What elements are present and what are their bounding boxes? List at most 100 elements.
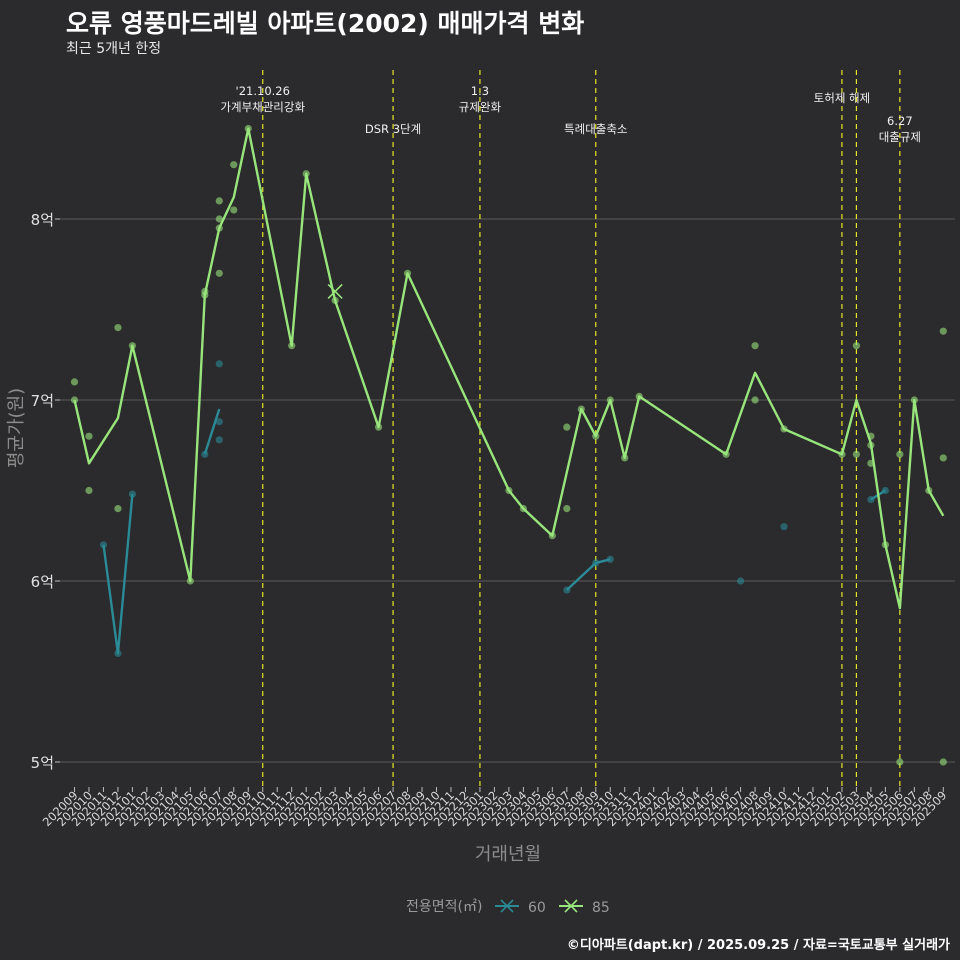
series-points <box>70 124 947 766</box>
grid-layer <box>60 218 955 763</box>
legend-x-icon <box>500 899 514 913</box>
y-tick-label: 5억 <box>31 754 54 772</box>
series-85-point <box>403 269 412 277</box>
series-60-point <box>592 559 600 567</box>
series-60-line <box>203 408 221 455</box>
series-85-line <box>73 127 945 610</box>
legend: 전용면적(㎡) 60 85 <box>406 899 610 916</box>
series-lines <box>73 127 945 655</box>
series-85-point <box>852 450 861 458</box>
series-60-point <box>99 541 108 549</box>
legend-key-85 <box>559 899 583 913</box>
series-85-point <box>519 505 527 513</box>
series-60-point <box>606 555 614 563</box>
series-85-point <box>244 124 252 133</box>
series-85-point <box>215 197 223 205</box>
series-85-point <box>751 342 759 350</box>
event-label: 6.27 <box>887 114 913 128</box>
axis-layer: 5억6억7억8억20200920201020201120201220210120… <box>31 211 950 829</box>
series-85-point <box>201 291 209 299</box>
legend-title: 전용면적(㎡) <box>406 899 482 915</box>
series-85-point <box>939 454 947 462</box>
series-85-point <box>548 532 556 540</box>
event-label: 특례대출축소 <box>564 122 627 136</box>
event-label: 대출규제 <box>879 130 921 144</box>
series-85-point <box>230 206 238 214</box>
series-85-point <box>751 396 759 404</box>
chart-title: 오류 영풍마드레빌 아파트(2002) 매매가격 변화 <box>66 9 585 38</box>
series-85-point <box>215 224 223 232</box>
series-85-point <box>114 324 122 332</box>
series-85-point <box>881 541 889 549</box>
series-60-point <box>215 436 223 444</box>
series-60-point <box>215 418 223 426</box>
series-85-point <box>867 441 875 449</box>
series-85-point <box>563 423 571 431</box>
event-label: 가계부채관리강화 <box>220 100 305 114</box>
series-85-point <box>215 269 223 277</box>
legend-x-icon <box>564 899 578 913</box>
series-60-point <box>736 577 745 585</box>
event-label: 규제완화 <box>459 100 502 114</box>
series-85-point <box>288 342 296 350</box>
series-85-point <box>867 459 875 467</box>
series-85-point <box>230 161 238 169</box>
series-85-point <box>186 577 194 585</box>
series-85-point <box>722 450 730 458</box>
series-85-point <box>302 170 310 178</box>
series-85-point <box>331 296 339 305</box>
series-60-point <box>114 649 122 658</box>
legend-label-60: 60 <box>528 900 546 916</box>
series-60-point <box>201 450 209 458</box>
chart-subtitle: 최근 5개년 한정 <box>66 41 162 57</box>
series-85-point <box>85 486 93 495</box>
series-60-point <box>780 523 788 531</box>
legend-label-85: 85 <box>592 900 610 916</box>
event-label: DSR 3단계 <box>365 122 421 136</box>
y-tick-label: 6억 <box>31 573 54 591</box>
series-85-point <box>621 454 629 462</box>
series-85-point <box>780 425 788 433</box>
series-85-point <box>852 342 861 350</box>
series-85-point <box>374 423 383 431</box>
event-label: 토허제 해제 <box>814 91 871 105</box>
series-60-point <box>563 586 571 594</box>
highlight-marker <box>327 283 343 299</box>
series-85-point <box>563 505 571 513</box>
series-85-point <box>925 486 933 495</box>
series-85-point <box>896 450 904 458</box>
legend-key-60 <box>495 899 519 913</box>
series-60-point <box>881 486 889 495</box>
series-85-point <box>577 405 585 413</box>
series-85-point <box>939 327 947 335</box>
series-85-point <box>838 450 846 458</box>
x-axis-title: 거래년월 <box>475 844 541 865</box>
series-60-line <box>102 493 134 655</box>
series-85-point <box>867 432 875 440</box>
series-60-point <box>215 360 223 368</box>
series-85-point <box>606 396 614 404</box>
series-60-point <box>128 490 137 498</box>
series-85-point <box>592 432 600 440</box>
series-85-point <box>896 758 904 766</box>
y-tick-label: 8억 <box>31 211 54 229</box>
series-85-point <box>70 378 79 386</box>
series-85-point <box>114 505 122 513</box>
series-85-point <box>128 342 137 350</box>
series-85-point <box>635 392 643 400</box>
event-label: '21.10.26 <box>236 84 290 98</box>
y-tick-label: 7억 <box>31 392 54 410</box>
source-caption: ©디아파트(dapt.kr) / 2025.09.25 / 자료=국토교통부 실… <box>566 938 950 953</box>
y-axis-title: 평균가(원) <box>6 388 27 468</box>
event-label: 1.3 <box>471 84 489 98</box>
series-85-point <box>215 215 223 223</box>
series-85-point <box>939 758 947 766</box>
series-85-point <box>70 396 79 404</box>
series-85-point <box>910 396 918 404</box>
series-60-point <box>867 495 875 504</box>
series-60-line <box>565 558 611 591</box>
series-85-point <box>85 432 93 440</box>
series-85-point <box>505 486 513 495</box>
